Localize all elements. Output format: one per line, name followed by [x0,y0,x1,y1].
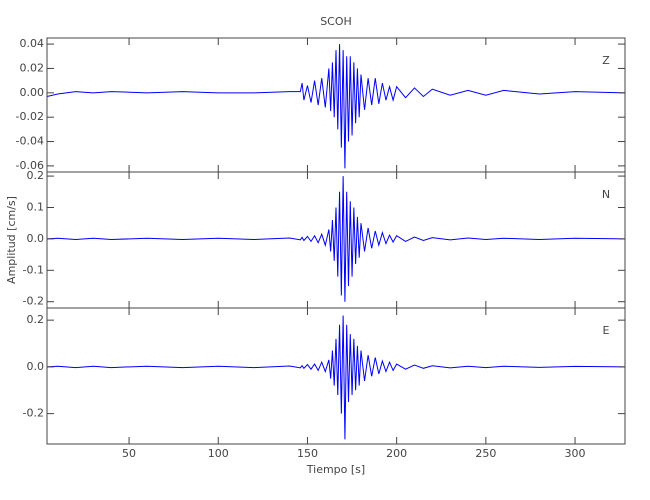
y-tick-label: -0.06 [16,159,44,172]
panel-frame [46,171,626,309]
y-tick-label: 0.00 [20,86,45,99]
y-tick-label: 0.2 [27,169,45,182]
y-axis-label: Amplitud [cm/s] [5,196,18,284]
y-tick-label: 0.0 [27,360,45,373]
panel-frame [46,307,626,445]
x-tick-label: 50 [122,447,136,460]
y-tick-label: 0.0 [27,232,45,245]
x-tick-label: 100 [208,447,229,460]
waveform [46,315,626,440]
y-tick-label: 0.1 [27,200,45,213]
x-axis-label: Tiempo [s] [306,463,365,476]
y-tick-label: -0.1 [23,263,44,276]
y-tick-label: 0.02 [20,61,45,74]
y-tick-label: 0.04 [20,37,45,50]
x-tick-label: 200 [386,447,407,460]
y-tick-label: -0.2 [23,407,44,420]
x-tick-label: 300 [565,447,586,460]
waveform [46,44,626,169]
x-tick-label: 150 [297,447,318,460]
y-tick-label: -0.04 [16,135,44,148]
y-tick-label: -0.2 [23,295,44,308]
chart-title: SCOH [320,15,352,28]
component-label: N [602,188,610,201]
waveform [46,176,626,302]
x-tick-label: 250 [475,447,496,460]
component-label: Z [602,54,610,67]
component-label: E [603,324,610,337]
y-tick-label: 0.2 [27,313,45,326]
y-tick-label: -0.02 [16,110,44,123]
